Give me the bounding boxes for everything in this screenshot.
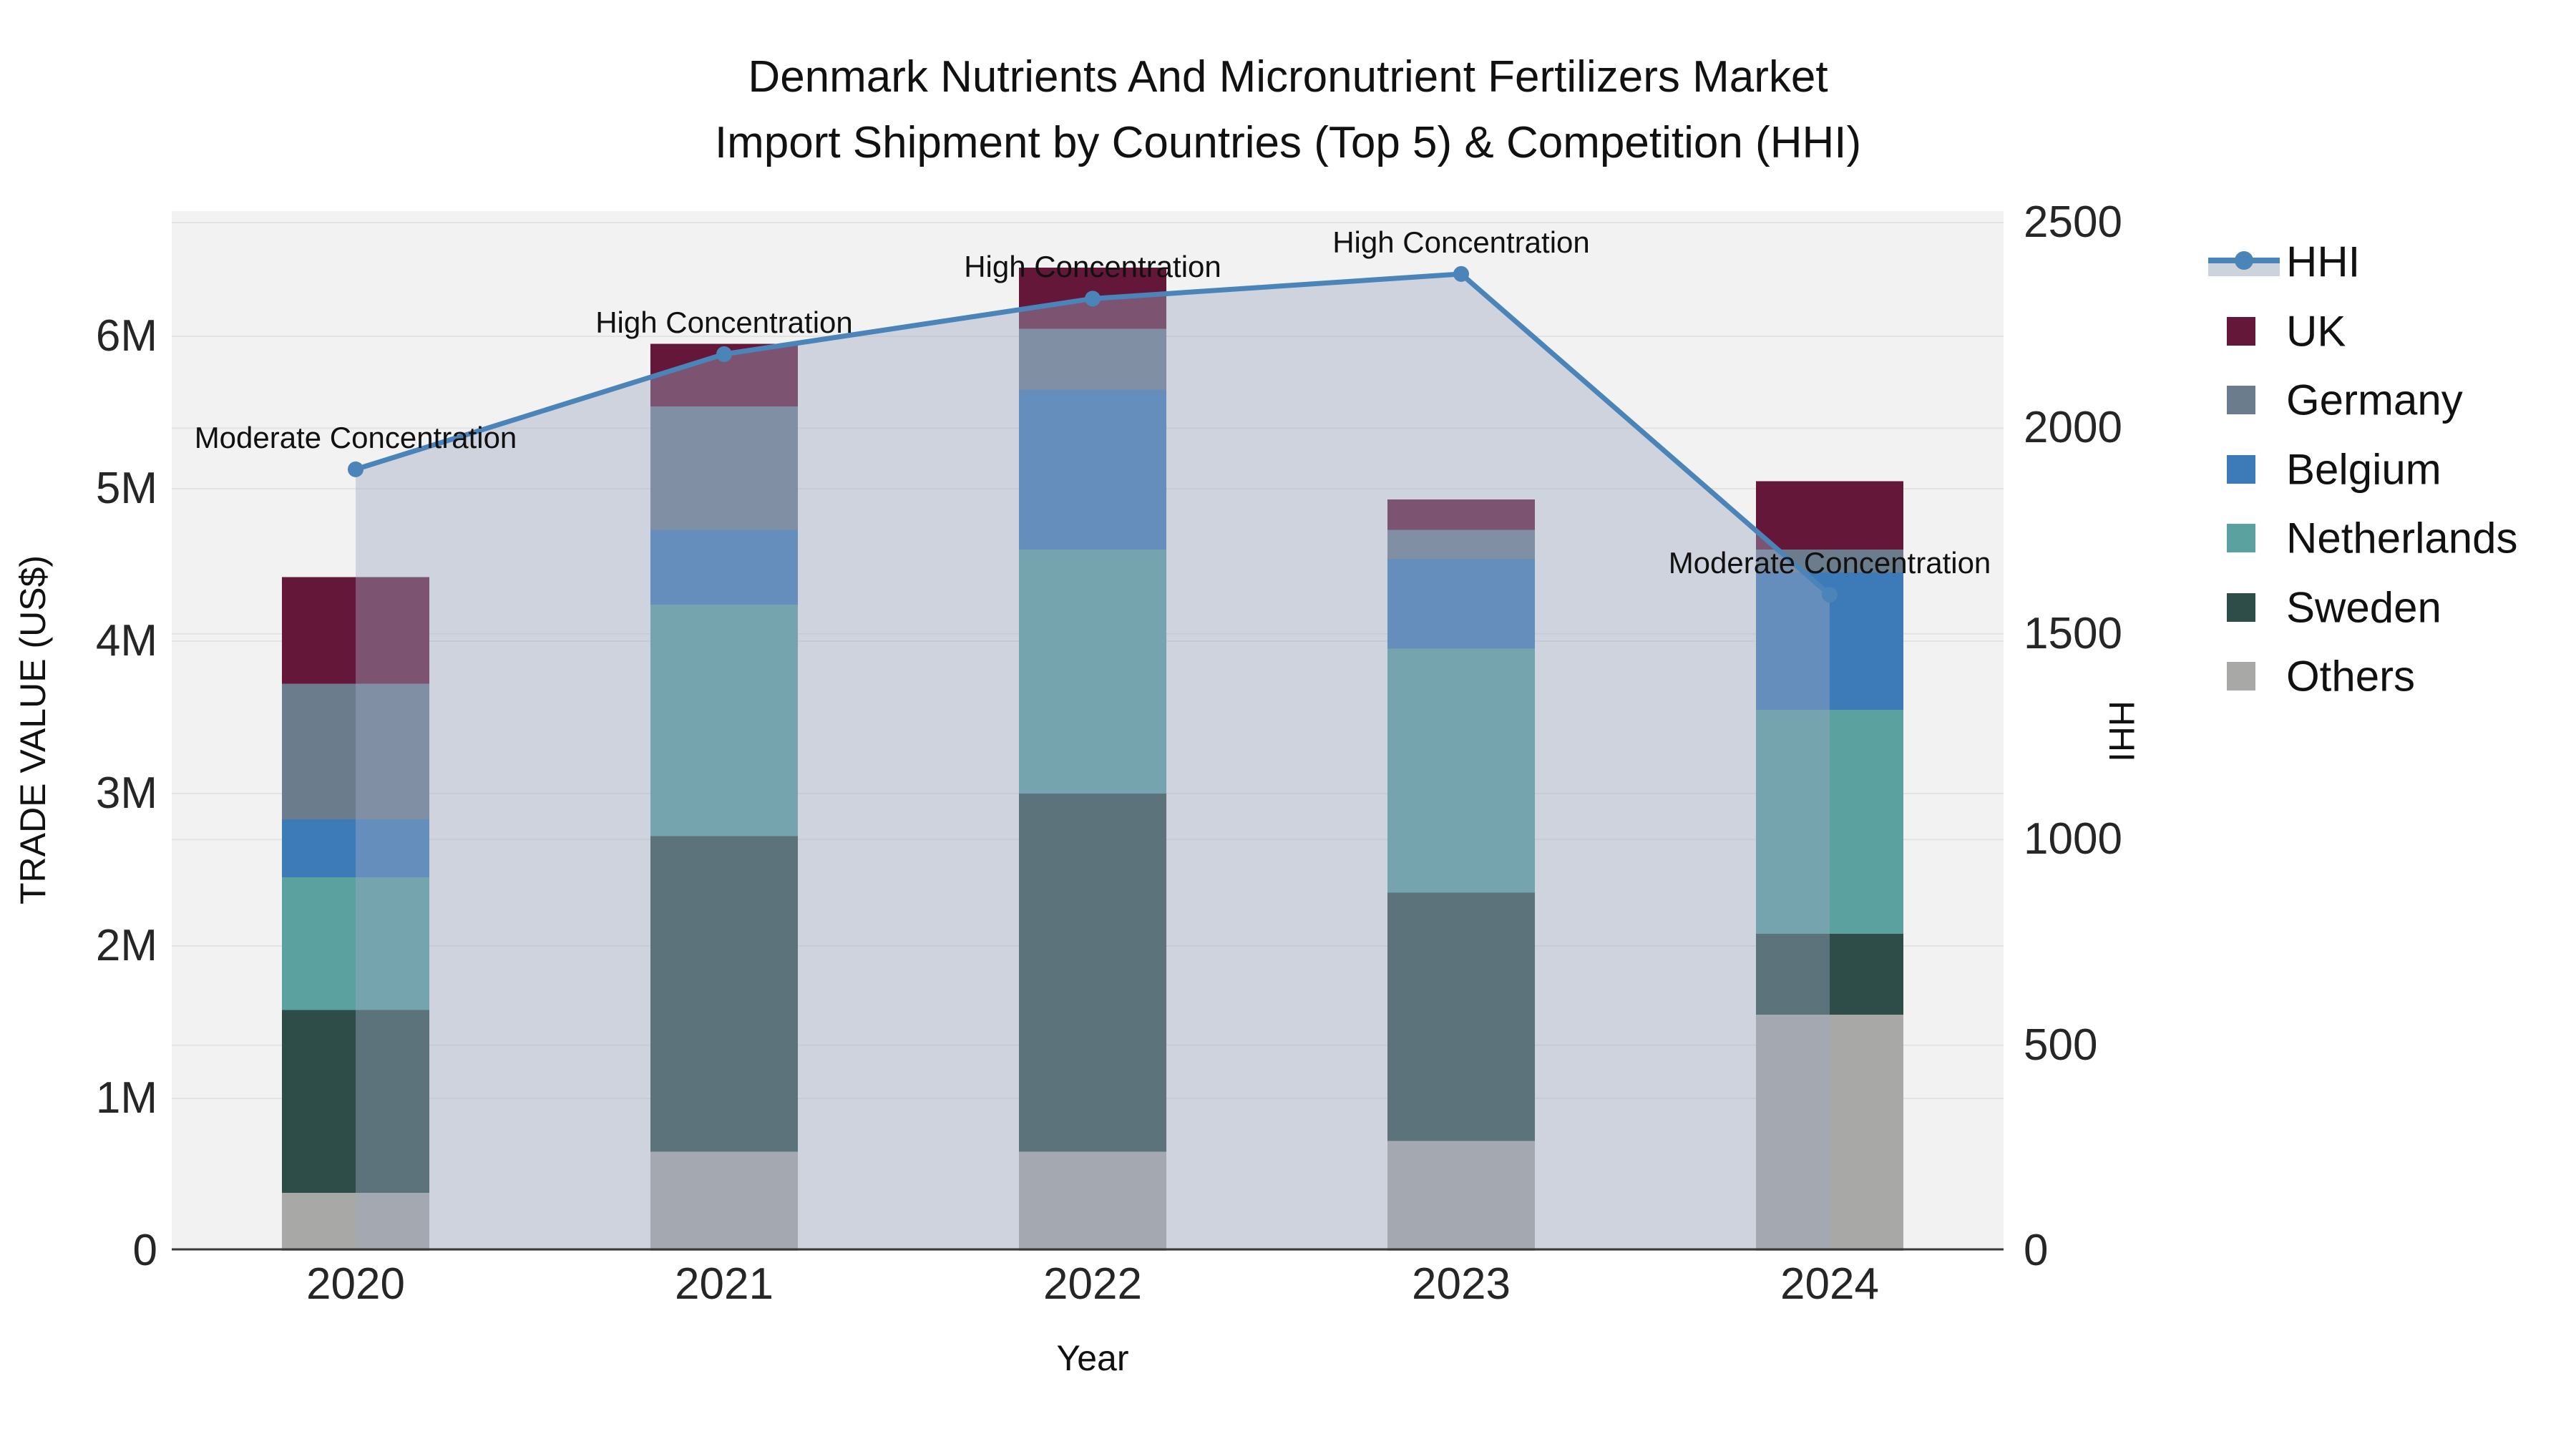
annotation-2021: High Concentration — [595, 305, 853, 339]
legend-swatch-sweden — [2227, 593, 2255, 622]
left-tick-3M: 3M — [95, 769, 157, 818]
bar-segment-uk-2020 — [282, 577, 429, 684]
hhi-point-2022 — [1085, 291, 1101, 307]
annotation-2022: High Concentration — [964, 250, 1221, 284]
legend-item-belgium[interactable]: Belgium — [2204, 435, 2576, 504]
x-tick-2020: 2020 — [306, 1259, 405, 1309]
bar-segment-belgium-2021 — [650, 530, 798, 605]
legend-label-germany: Germany — [2286, 376, 2463, 424]
right-tick-500: 500 — [2024, 1020, 2098, 1070]
x-axis-title: Year — [1056, 1338, 1129, 1378]
left-tick-2M: 2M — [95, 921, 157, 970]
chart-canvas — [172, 222, 2004, 1251]
legend-item-germany[interactable]: Germany — [2204, 366, 2576, 434]
legend-hhi-swatch — [2208, 242, 2280, 282]
bar-segment-netherlands-2024 — [1756, 709, 1903, 934]
right-axis-title: HHI — [2102, 700, 2142, 763]
hhi-point-2021 — [716, 346, 732, 362]
legend-swatch-germany — [2227, 386, 2255, 414]
bar-segment-sweden-2022 — [1019, 794, 1166, 1152]
legend-swatch-belgium — [2227, 455, 2255, 484]
legend-swatch-uk — [2227, 317, 2255, 346]
left-tick-0: 0 — [132, 1226, 157, 1275]
legend-item-sweden[interactable]: Sweden — [2204, 573, 2576, 642]
bar-segment-others-2024 — [1756, 1014, 1903, 1251]
legend-item-uk[interactable]: UK — [2204, 297, 2576, 366]
hhi-point-2020 — [348, 461, 364, 477]
chart-title: Denmark Nutrients And Micronutrient Fert… — [0, 44, 2576, 176]
hhi-area-fill — [356, 273, 1830, 1251]
right-tick-2000: 2000 — [2024, 403, 2122, 453]
left-tick-5M: 5M — [95, 464, 157, 513]
bar-segment-belgium-2022 — [1019, 389, 1166, 550]
bar-segment-others-2023 — [1387, 1141, 1535, 1251]
right-tick-1500: 1500 — [2024, 608, 2122, 658]
right-tick-2500: 2500 — [2024, 197, 2122, 247]
bar-segment-others-2020 — [282, 1193, 429, 1251]
left-tick-6M: 6M — [95, 311, 157, 361]
bar-segment-others-2021 — [650, 1151, 798, 1251]
bar-segment-sweden-2020 — [282, 1010, 429, 1194]
bar-segment-netherlands-2023 — [1387, 648, 1535, 893]
bar-segment-belgium-2020 — [282, 819, 429, 878]
chart-title-line1: Denmark Nutrients And Micronutrient Fert… — [748, 52, 1828, 102]
bar-segment-netherlands-2021 — [650, 604, 798, 836]
bar-segment-uk-2023 — [1387, 499, 1535, 530]
hhi-point-2024 — [1822, 587, 1838, 603]
legend-label-uk: UK — [2286, 307, 2346, 356]
bar-segment-netherlands-2020 — [282, 877, 429, 1010]
legend-item-hhi[interactable]: HHI — [2204, 228, 2576, 296]
right-tick-1000: 1000 — [2024, 814, 2122, 864]
bar-segment-belgium-2023 — [1387, 558, 1535, 649]
bar-segment-germany-2022 — [1019, 328, 1166, 390]
legend-label-belgium: Belgium — [2286, 445, 2441, 494]
annotation-2020: Moderate Concentration — [194, 420, 517, 454]
legend-label-others: Others — [2286, 652, 2416, 701]
left-tick-4M: 4M — [95, 616, 157, 665]
legend-swatch-others — [2227, 662, 2255, 691]
legend-item-others[interactable]: Others — [2204, 642, 2576, 711]
legend-swatch-netherlands — [2227, 524, 2255, 552]
x-tick-2024: 2024 — [1780, 1259, 1879, 1309]
x-tick-2022: 2022 — [1043, 1259, 1142, 1309]
bar-segment-sweden-2021 — [650, 836, 798, 1152]
bar-segment-uk-2024 — [1756, 481, 1903, 550]
left-tick-1M: 1M — [95, 1073, 157, 1123]
annotation-2024: Moderate Concentration — [1668, 546, 1991, 580]
x-tick-2023: 2023 — [1412, 1259, 1511, 1309]
bar-segment-germany-2021 — [650, 406, 798, 530]
bar-segment-sweden-2024 — [1756, 933, 1903, 1015]
hhi-point-2023 — [1453, 265, 1469, 282]
bar-segment-sweden-2023 — [1387, 892, 1535, 1141]
bar-segment-others-2022 — [1019, 1151, 1166, 1251]
legend-item-netherlands[interactable]: Netherlands — [2204, 504, 2576, 572]
legend-label-sweden: Sweden — [2286, 583, 2441, 632]
legend-label-hhi: HHI — [2286, 238, 2361, 286]
right-tick-0: 0 — [2024, 1226, 2049, 1275]
legend-label-netherlands: Netherlands — [2286, 514, 2518, 562]
bar-segment-netherlands-2022 — [1019, 550, 1166, 794]
annotation-2023: High Concentration — [1332, 225, 1590, 259]
chart-title-line2: Import Shipment by Countries (Top 5) & C… — [714, 118, 1862, 167]
left-axis-title: TRADE VALUE (US$) — [13, 555, 53, 905]
x-tick-2021: 2021 — [675, 1259, 774, 1309]
bar-segment-germany-2023 — [1387, 530, 1535, 559]
bar-segment-germany-2020 — [282, 683, 429, 820]
